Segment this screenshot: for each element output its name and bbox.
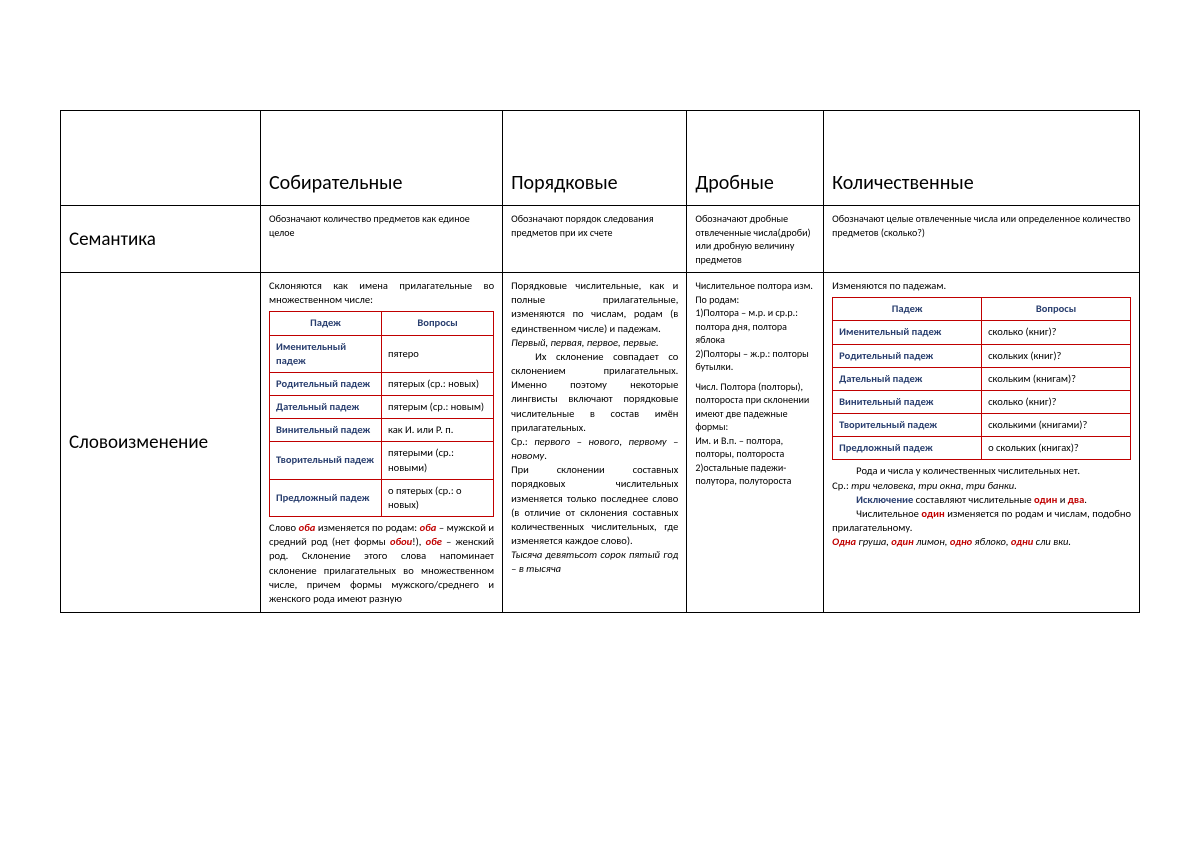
header-collective: Собирательные bbox=[261, 111, 503, 206]
c4-r4-q: сколькими (книгами)? bbox=[982, 414, 1131, 437]
semantics-c2: Обозначают порядок следования предметов … bbox=[503, 206, 687, 273]
inflection-label: Словоизменение bbox=[61, 273, 261, 613]
inflection-c2: Порядковые числительные, как и полные пр… bbox=[503, 273, 687, 613]
oba: оба bbox=[299, 521, 316, 534]
c1-r5-case: Предложный падеж bbox=[270, 479, 382, 516]
c4-p5: Одна груша, один лимон, одно яблоко, одн… bbox=[832, 535, 1131, 549]
c1-th-case: Падеж bbox=[270, 312, 382, 335]
c4-r4-case: Творительный падеж bbox=[833, 414, 982, 437]
t: яблоко, bbox=[972, 535, 1011, 548]
header-fractional: Дробные bbox=[687, 111, 824, 206]
t: сли вки. bbox=[1033, 535, 1071, 548]
c1-r1-q: пятерых (ср.: новых) bbox=[382, 372, 494, 395]
t: и bbox=[1057, 493, 1067, 506]
header-ordinal: Порядковые bbox=[503, 111, 687, 206]
c1-intro: Склоняются как имена прилагательные во м… bbox=[269, 279, 494, 307]
obe: обе bbox=[426, 535, 442, 548]
c4-p2: Ср.: три человека, три окна, три банки. bbox=[832, 479, 1131, 493]
c1-r1-case: Родительный падеж bbox=[270, 372, 382, 395]
odin3: один bbox=[891, 535, 913, 548]
c3-p1: Числительное полтора изм. По родам: bbox=[695, 279, 815, 306]
c4-r0-case: Именительный падеж bbox=[833, 321, 982, 344]
c1-after: Слово оба изменяется по родам: оба – муж… bbox=[269, 521, 494, 606]
oba2: оба bbox=[420, 521, 437, 534]
t: три человека, три окна, три банки. bbox=[851, 479, 1017, 492]
c1-r0-q: пятеро bbox=[382, 335, 494, 372]
t: лимон, bbox=[914, 535, 950, 548]
t: Ср.: bbox=[832, 479, 851, 492]
c1-r3-case: Винительный падеж bbox=[270, 419, 382, 442]
c4-th-q: Вопросы bbox=[982, 298, 1131, 321]
c1-case-table: ПадежВопросы Именительный падежпятеро Ро… bbox=[269, 311, 494, 517]
inflection-c4: Изменяются по падежам. ПадежВопросы Имен… bbox=[824, 273, 1140, 613]
c3-p6: 2)остальные падежи- полутора, полуторост… bbox=[695, 461, 815, 488]
t: изменяется по родам: bbox=[315, 521, 419, 534]
odna: Одна bbox=[832, 535, 856, 548]
header-quantitative: Количественные bbox=[824, 111, 1140, 206]
odni: одни bbox=[1011, 535, 1033, 548]
page: Собирательные Порядковые Дробные Количес… bbox=[0, 0, 1200, 633]
main-table: Собирательные Порядковые Дробные Количес… bbox=[60, 110, 1140, 613]
c4-r2-q: скольким (книгам)? bbox=[982, 367, 1131, 390]
c4-p4: Числительное один изменяется по родам и … bbox=[832, 507, 1131, 535]
header-row: Собирательные Порядковые Дробные Количес… bbox=[61, 111, 1140, 206]
c4-r0-q: сколько (книг)? bbox=[982, 321, 1131, 344]
c2-p4: Ср.: первого – нового, первому – новому. bbox=[511, 435, 678, 463]
c1-r0-case: Именительный падеж bbox=[270, 335, 382, 372]
exception: Исключение bbox=[856, 493, 913, 506]
odno: одно bbox=[950, 535, 972, 548]
c4-intro: Изменяются по падежам. bbox=[832, 279, 1131, 293]
c4-p3: Исключение составляют числительные один … bbox=[832, 493, 1131, 507]
c1-r5-q: о пятерых (ср.: о новых) bbox=[382, 479, 494, 516]
inflection-row: Словоизменение Склоняются как имена прил… bbox=[61, 273, 1140, 613]
c4-r1-q: скольких (книг)? bbox=[982, 344, 1131, 367]
odin: один bbox=[1034, 493, 1057, 506]
inflection-c3: Числительное полтора изм. По родам: 1)По… bbox=[687, 273, 824, 613]
t: . bbox=[544, 449, 547, 462]
oboi: обои bbox=[390, 535, 412, 548]
semantics-label: Семантика bbox=[61, 206, 261, 273]
semantics-c4: Обозначают целые отвлеченные числа или о… bbox=[824, 206, 1140, 273]
c4-th-case: Падеж bbox=[833, 298, 982, 321]
t: !), bbox=[412, 535, 425, 548]
t: Ср.: bbox=[511, 435, 534, 448]
semantics-row: Семантика Обозначают количество предмето… bbox=[61, 206, 1140, 273]
c3-p3: 2)Полторы – ж.р.: полторы бутылки. bbox=[695, 347, 815, 374]
c4-case-table: ПадежВопросы Именительный падежсколько (… bbox=[832, 297, 1131, 460]
t: составляют числительные bbox=[913, 493, 1034, 506]
semantics-c3: Обозначают дробные отвлеченные числа(дро… bbox=[687, 206, 824, 273]
c2-p3: Их склонение совпадает со склонением при… bbox=[511, 350, 678, 435]
c4-p1: Рода и числа у количественных числительн… bbox=[832, 464, 1131, 478]
c4-r5-case: Предложный падеж bbox=[833, 437, 982, 460]
c3-p5: Им. и В.п. – полтора, полторы, полторост… bbox=[695, 434, 815, 461]
c4-r3-q: сколько (книг)? bbox=[982, 390, 1131, 413]
t: . bbox=[1084, 493, 1087, 506]
dva: два bbox=[1068, 493, 1085, 506]
c2-p1: Порядковые числительные, как и полные пр… bbox=[511, 279, 678, 336]
c4-r3-case: Винительный падеж bbox=[833, 390, 982, 413]
c4-r2-case: Дательный падеж bbox=[833, 367, 982, 390]
t: Числительное bbox=[856, 507, 921, 520]
c1-r4-case: Творительный падеж bbox=[270, 442, 382, 479]
c3-p4: Числ. Полтора (полторы), полтороста при … bbox=[695, 380, 815, 434]
c4-r1-case: Родительный падеж bbox=[833, 344, 982, 367]
c1-r4-q: пятерыми (ср.: новыми) bbox=[382, 442, 494, 479]
semantics-c1: Обозначают количество предметов как един… bbox=[261, 206, 503, 273]
t: Слово bbox=[269, 521, 299, 534]
c1-th-q: Вопросы bbox=[382, 312, 494, 335]
c2-p5: При склонении составных порядковых числи… bbox=[511, 463, 678, 548]
c1-r2-case: Дательный падеж bbox=[270, 396, 382, 419]
c3-p2: 1)Полтора – м.р. и ср.р.: полтора дня, п… bbox=[695, 306, 815, 347]
c1-r2-q: пятерым (ср.: новым) bbox=[382, 396, 494, 419]
inflection-c1: Склоняются как имена прилагательные во м… bbox=[261, 273, 503, 613]
c2-p2: Первый, первая, первое, первые. bbox=[511, 336, 678, 350]
odin2: один bbox=[921, 507, 944, 520]
t: первого – нового, первому – новому bbox=[511, 435, 678, 462]
t: груша, bbox=[856, 535, 891, 548]
c4-r5-q: о скольких (книгах)? bbox=[982, 437, 1131, 460]
c2-p6: Тысяча девятьсот сорок пятый год – в тыс… bbox=[511, 548, 678, 576]
c1-r3-q: как И. или Р. п. bbox=[382, 419, 494, 442]
header-blank bbox=[61, 111, 261, 206]
